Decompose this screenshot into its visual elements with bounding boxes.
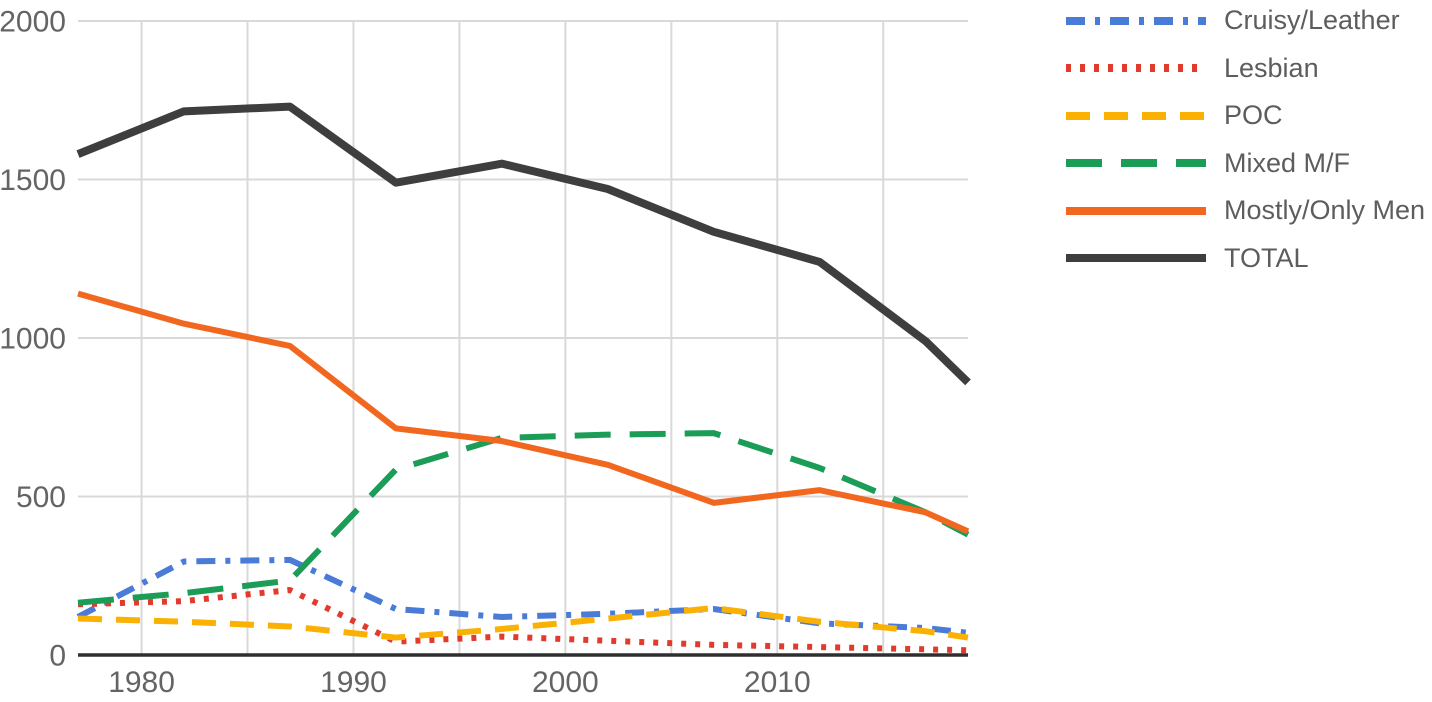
series-line-total — [76, 102, 971, 386]
legend-swatch-poc — [1066, 111, 1206, 120]
series-line-mostly-only-men — [77, 290, 970, 535]
x-tick-label-2000: 2000 — [532, 666, 599, 699]
chart-legend: Cruisy/Leather Lesbian POC Mixed M/F Mos… — [1066, 0, 1425, 282]
legend-swatch-mixed-mf — [1066, 159, 1206, 168]
legend-swatch-lesbian — [1066, 64, 1206, 73]
legend-label-lesbian: Lesbian — [1224, 52, 1319, 83]
y-tick-label-500: 500 — [16, 481, 66, 514]
legend-item-lesbian: Lesbian — [1066, 45, 1425, 93]
x-tick-label-2010: 2010 — [744, 666, 811, 699]
legend-swatch-cruisy-leather — [1066, 16, 1206, 25]
legend-label-mixed-mf: Mixed M/F — [1224, 147, 1351, 178]
legend-item-mixed-mf: Mixed M/F — [1066, 140, 1425, 188]
series-line-cruisy-leather — [76, 556, 969, 636]
legend-label-cruisy-leather: Cruisy/Leather — [1224, 5, 1400, 36]
legend-label-poc: POC — [1224, 100, 1283, 131]
series-line-mixed-m-f — [77, 430, 970, 606]
x-tick-label-1990: 1990 — [320, 666, 387, 699]
series-line-poc — [77, 605, 969, 641]
legend-swatch-total — [1066, 254, 1206, 263]
legend-item-mostly-only-men: Mostly/Only Men — [1066, 187, 1425, 235]
y-tick-label-1500: 1500 — [0, 164, 66, 197]
y-tick-label-1000: 1000 — [0, 323, 66, 356]
legend-label-mostly-only-men: Mostly/Only Men — [1224, 195, 1426, 226]
y-tick-label-0: 0 — [49, 640, 66, 673]
legend-label-total: TOTAL — [1224, 242, 1309, 273]
x-tick-label-1980: 1980 — [108, 666, 175, 699]
legend-swatch-mostly-only-men — [1066, 206, 1206, 215]
legend-item-cruisy-leather: Cruisy/Leather — [1066, 0, 1425, 45]
legend-item-total: TOTAL — [1066, 235, 1425, 283]
legend-item-poc: POC — [1066, 92, 1425, 140]
y-tick-label-2000: 2000 — [0, 6, 66, 39]
